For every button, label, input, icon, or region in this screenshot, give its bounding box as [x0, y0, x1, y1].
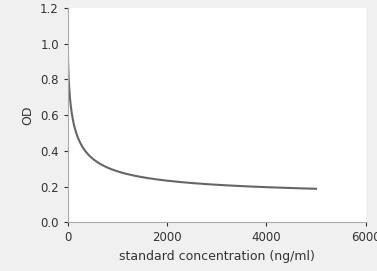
Y-axis label: OD: OD — [21, 105, 35, 125]
X-axis label: standard concentration (ng/ml): standard concentration (ng/ml) — [119, 250, 315, 263]
